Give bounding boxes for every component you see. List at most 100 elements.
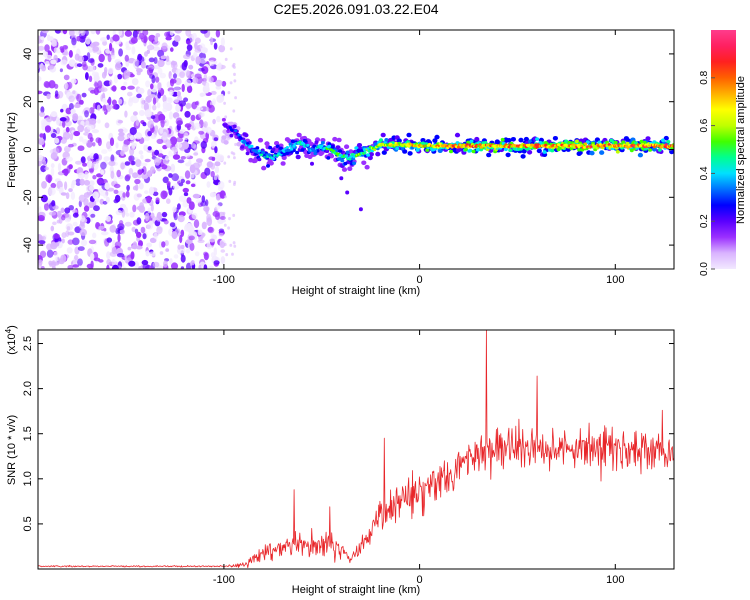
noise-speckle xyxy=(220,256,226,265)
noise-speckle xyxy=(67,81,73,89)
signal-point xyxy=(313,151,318,156)
noise-speckle xyxy=(145,250,150,257)
noise-speckle xyxy=(125,41,130,48)
noise-speckle xyxy=(115,142,119,149)
noise-speckle xyxy=(89,168,94,173)
noise-speckle xyxy=(173,86,181,92)
noise-speckle xyxy=(224,195,227,199)
noise-region xyxy=(38,30,238,269)
noise-speckle xyxy=(229,47,233,51)
noise-speckle xyxy=(193,152,199,156)
signal-point xyxy=(407,144,411,148)
noise-speckle xyxy=(218,44,226,53)
noise-speckle xyxy=(113,183,121,189)
noise-speckle xyxy=(89,65,96,73)
noise-speckle xyxy=(101,231,109,236)
noise-speckle xyxy=(197,229,203,236)
noise-speckle xyxy=(220,37,225,47)
noise-speckle xyxy=(57,91,64,99)
noise-speckle xyxy=(169,30,174,36)
signal-point xyxy=(407,151,413,156)
noise-speckle xyxy=(121,209,126,218)
signal-point xyxy=(527,150,533,155)
noise-speckle xyxy=(168,89,174,96)
noise-speckle xyxy=(124,110,128,118)
noise-speckle xyxy=(83,179,91,186)
signal-point xyxy=(368,152,374,157)
noise-speckle xyxy=(180,266,185,269)
signal-point xyxy=(366,147,370,150)
noise-speckle xyxy=(142,263,150,269)
signal-point xyxy=(338,149,343,153)
noise-speckle xyxy=(132,204,137,213)
signal-point xyxy=(380,132,386,138)
signal-point xyxy=(348,157,352,161)
noise-speckle xyxy=(183,60,188,68)
noise-speckle xyxy=(134,178,141,185)
noise-speckle xyxy=(185,239,193,245)
noise-speckle xyxy=(118,30,123,36)
noise-speckle xyxy=(157,67,163,75)
noise-speckle xyxy=(171,146,179,153)
noise-speckle xyxy=(92,102,97,110)
noise-speckle xyxy=(107,99,112,104)
signal-point xyxy=(637,152,644,158)
noise-speckle xyxy=(128,168,134,175)
snr-x-ticks: -100 0 100 xyxy=(213,330,624,586)
noise-speckle xyxy=(64,218,71,223)
spectrogram-y-ticks: -40 -20 0 20 40 xyxy=(22,48,674,253)
signal-point xyxy=(354,146,359,150)
noise-speckle xyxy=(72,90,76,95)
noise-speckle xyxy=(38,90,43,95)
signal-point xyxy=(505,152,511,158)
noise-speckle xyxy=(135,184,139,191)
noise-speckle xyxy=(175,137,183,143)
noise-speckle xyxy=(163,219,169,225)
noise-speckle xyxy=(136,68,143,73)
y-tick-label: 2.5 xyxy=(22,336,34,351)
noise-speckle xyxy=(95,158,100,164)
noise-speckle xyxy=(233,79,237,83)
signal-point xyxy=(336,137,342,143)
noise-speckle xyxy=(52,205,59,210)
noise-speckle xyxy=(38,215,45,221)
noise-speckle xyxy=(177,244,181,250)
signal-point xyxy=(486,152,492,158)
noise-speckle xyxy=(152,97,157,105)
noise-speckle xyxy=(59,68,64,73)
noise-speckle xyxy=(117,135,125,142)
signal-point xyxy=(300,148,305,152)
noise-speckle xyxy=(46,249,54,258)
noise-speckle xyxy=(117,119,124,124)
noise-speckle xyxy=(136,231,142,238)
noise-speckle xyxy=(89,137,94,142)
noise-speckle xyxy=(162,94,167,103)
noise-speckle xyxy=(218,228,225,233)
noise-speckle xyxy=(147,207,151,214)
noise-speckle xyxy=(125,174,131,180)
noise-speckle xyxy=(181,83,185,93)
noise-speckle xyxy=(223,242,227,247)
noise-speckle xyxy=(107,67,114,75)
noise-speckle xyxy=(101,149,108,155)
signal-point xyxy=(279,146,283,151)
noise-speckle xyxy=(193,51,198,59)
noise-speckle xyxy=(175,104,181,113)
noise-speckle xyxy=(221,80,227,87)
noise-speckle xyxy=(205,131,209,141)
noise-speckle xyxy=(159,251,164,255)
signal-point xyxy=(504,143,508,147)
noise-speckle xyxy=(189,242,195,251)
noise-speckle xyxy=(194,37,201,44)
noise-speckle xyxy=(210,90,217,95)
noise-speckle xyxy=(81,92,87,98)
signal-point xyxy=(308,141,314,147)
noise-speckle xyxy=(192,193,201,199)
signal-outlier xyxy=(339,176,344,181)
noise-speckle xyxy=(223,101,227,105)
noise-speckle xyxy=(218,62,222,69)
noise-speckle xyxy=(92,46,100,52)
signal-point xyxy=(268,145,273,150)
noise-speckle xyxy=(178,182,184,187)
noise-speckle xyxy=(233,72,236,76)
